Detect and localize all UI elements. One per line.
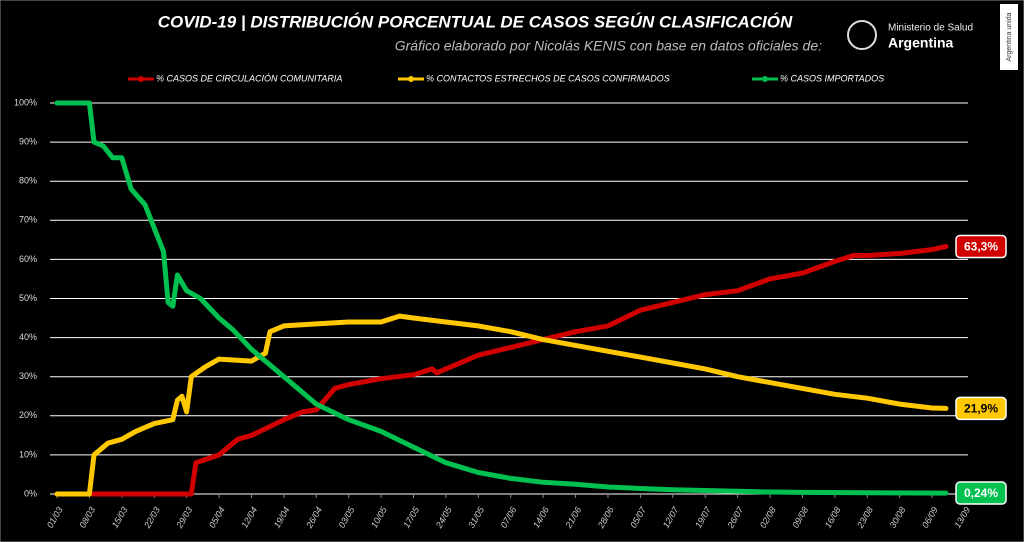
y-tick-label: 10% xyxy=(19,449,37,459)
end-label: 63,3% xyxy=(964,240,998,254)
legend-marker xyxy=(408,76,414,82)
side-tag xyxy=(1000,4,1018,70)
y-tick-label: 30% xyxy=(19,371,37,381)
y-tick-label: 40% xyxy=(19,332,37,342)
legend-label: % CASOS DE CIRCULACIÓN COMUNITARIA xyxy=(156,73,342,83)
legend-marker xyxy=(138,76,144,82)
logo: Ministerio de Salud Argentina xyxy=(847,20,973,51)
y-tick-label: 100% xyxy=(14,97,37,107)
series-line xyxy=(54,244,949,497)
end-label-box xyxy=(955,481,1007,505)
legend-label: % CASOS IMPORTADOS xyxy=(780,73,884,83)
y-tick-label: 50% xyxy=(19,293,37,303)
side-tag-text: Argentina unida xyxy=(1006,12,1013,61)
series-line xyxy=(54,313,949,497)
legend-marker xyxy=(762,76,768,82)
end-label-box xyxy=(955,234,1007,259)
chart-subtitle: Gráfico elaborado por Nicolás KENIS con … xyxy=(395,38,822,54)
logo-text: Ministerio de Salud xyxy=(888,23,973,34)
legend-label: % CONTACTOS ESTRECHOS DE CASOS CONFIRMAD… xyxy=(426,73,670,83)
logo-text: Argentina xyxy=(888,35,954,51)
end-label: 21,9% xyxy=(964,402,998,416)
y-tick-label: 20% xyxy=(19,410,37,420)
legend-item: % CASOS DE CIRCULACIÓN COMUNITARIA xyxy=(128,73,342,83)
y-tick-label: 70% xyxy=(19,215,37,225)
end-label: 0,24% xyxy=(964,486,998,500)
y-tick-label: 0% xyxy=(24,488,37,498)
series-line xyxy=(54,100,949,496)
legend-item: % CASOS IMPORTADOS xyxy=(752,73,884,83)
y-tick-label: 90% xyxy=(19,136,37,146)
y-tick-label: 60% xyxy=(19,254,37,264)
legend-item: % CONTACTOS ESTRECHOS DE CASOS CONFIRMAD… xyxy=(398,73,670,83)
end-label-box xyxy=(955,396,1007,421)
y-tick-label: 80% xyxy=(19,176,37,186)
logo-emblem xyxy=(847,20,877,50)
chart-title: COVID-19 | DISTRIBUCIÓN PORCENTUAL DE CA… xyxy=(158,12,793,31)
